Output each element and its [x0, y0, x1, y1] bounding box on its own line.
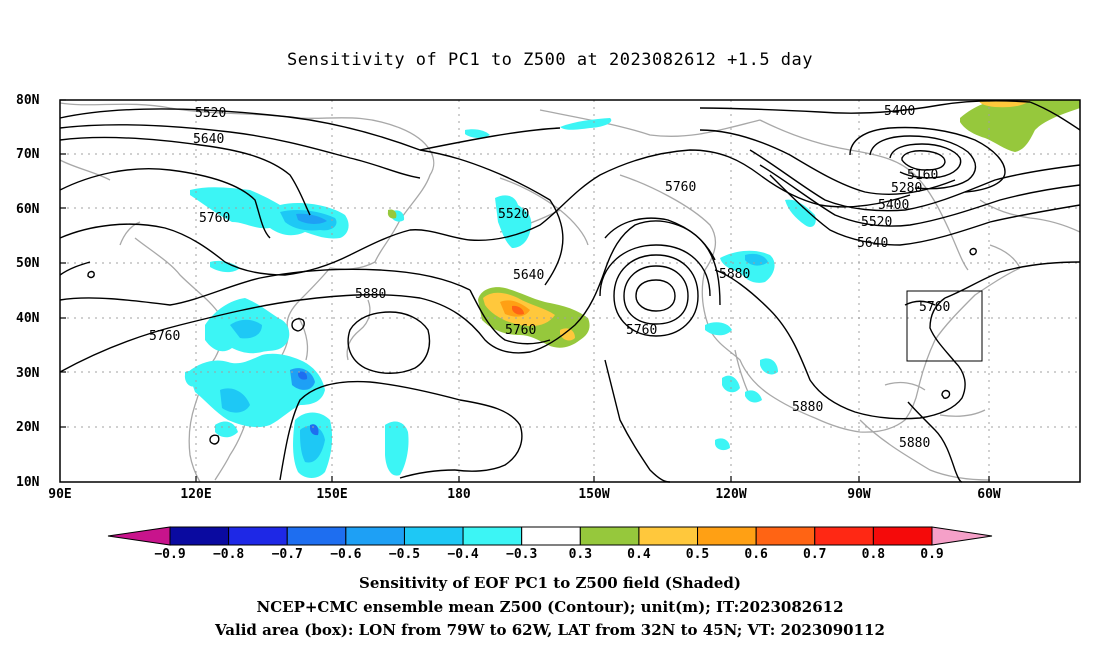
colorbar-swatch: [755, 526, 816, 546]
contour-label: 5280: [891, 181, 922, 196]
colorbar-swatch: [462, 526, 523, 546]
colorbar-label: 0.8: [862, 547, 886, 562]
lat-label: 60N: [16, 202, 40, 217]
colorbar-label: 0.7: [803, 547, 826, 562]
colorbar: [107, 526, 993, 546]
colorbar-swatch: [403, 526, 464, 546]
colorbar-swatch: [228, 526, 288, 546]
lat-label: 50N: [16, 256, 40, 271]
colorbar-swatch: [169, 526, 230, 546]
colorbar-labels: −0.9 −0.8 −0.7 −0.6 −0.5 −0.4 −0.3 0.3 0.4 0.5 0.6…: [154, 547, 943, 562]
map-frame: [59, 99, 1081, 483]
colorbar-label: 0.3: [569, 547, 592, 562]
lat-label: 10N: [16, 475, 40, 490]
colorbar-label: −0.3: [506, 547, 537, 562]
lon-label: 90E: [48, 487, 71, 502]
colorbar-label: −0.8: [213, 547, 244, 562]
colorbar-high-arrow: [931, 526, 993, 546]
graticule: [60, 100, 1080, 482]
contour-label: 5880: [792, 400, 823, 415]
contour-label: 5160: [907, 168, 938, 183]
caption-line-3: Valid area (box): LON from 79W to 62W, L…: [215, 621, 885, 639]
contour-labels: 5520 5640 5760 5880 5760 5520 5640 5760 …: [149, 104, 950, 451]
z500-contours: [59, 100, 1081, 483]
contour-label: 5880: [719, 267, 750, 282]
colorbar-swatch: [872, 526, 933, 546]
contour-label: 5880: [899, 436, 930, 451]
lon-label: 90W: [847, 487, 871, 502]
tick-marks: [60, 99, 990, 482]
colorbar-label: −0.6: [330, 547, 361, 562]
lon-label: 120W: [715, 487, 746, 502]
lon-label: 150W: [578, 487, 609, 502]
longitude-labels: 90E 120E 150E 180 150W 120W 90W 60W: [48, 487, 1001, 502]
colorbar-label: −0.4: [447, 547, 478, 562]
contour-label: 5760: [505, 323, 536, 338]
contour-label: 5520: [861, 215, 892, 230]
contour-label: 5760: [665, 180, 696, 195]
valid-area-box: [906, 290, 983, 362]
colorbar-low-arrow: [107, 526, 171, 546]
lat-label: 40N: [16, 311, 40, 326]
colorbar-label: −0.9: [154, 547, 185, 562]
map-title: Sensitivity of PC1 to Z500 at 2023082612…: [286, 50, 813, 70]
colorbar-swatch: [345, 526, 405, 546]
lat-label: 30N: [16, 366, 40, 381]
colorbar-swatch: [579, 526, 640, 546]
lat-label: 70N: [16, 147, 40, 162]
contour-label: 5640: [857, 236, 888, 251]
colorbar-swatch: [697, 526, 757, 546]
contour-label: 5760: [626, 323, 657, 338]
positive-sensitivity-shading: [387, 100, 1080, 348]
colorbar-label: 0.6: [744, 547, 768, 562]
colorbar-swatch: [521, 526, 581, 546]
colorbar-label: 0.4: [627, 547, 651, 562]
lon-label: 150E: [316, 487, 347, 502]
contour-label: 5520: [498, 207, 529, 222]
contour-label: 5400: [878, 198, 909, 213]
lat-label: 80N: [16, 93, 40, 108]
colorbar-label: 0.5: [686, 547, 709, 562]
contour-label: 5760: [199, 211, 230, 226]
contour-label: 5760: [149, 329, 180, 344]
caption-line-2: NCEP+CMC ensemble mean Z500 (Contour); u…: [256, 598, 844, 616]
contour-label: 5520: [195, 106, 226, 121]
contour-label: 5760: [919, 300, 950, 315]
colorbar-swatch: [638, 526, 699, 546]
latitude-labels: 80N 70N 60N 50N 40N 30N 20N 10N: [16, 93, 40, 490]
colorbar-label: −0.7: [272, 547, 303, 562]
lon-label: 180: [447, 487, 471, 502]
negative-sensitivity-shading: [184, 118, 816, 478]
contour-label: 5640: [513, 268, 544, 283]
contour-label: 5400: [884, 104, 915, 119]
colorbar-swatch: [286, 526, 347, 546]
colorbar-label: −0.5: [389, 547, 420, 562]
lon-label: 120E: [180, 487, 211, 502]
caption-line-1: Sensitivity of EOF PC1 to Z500 field (Sh…: [359, 574, 741, 592]
lat-label: 20N: [16, 420, 40, 435]
contour-label: 5880: [355, 287, 386, 302]
contour-label: 5640: [193, 132, 224, 147]
colorbar-swatch: [814, 526, 874, 546]
lon-label: 60W: [977, 487, 1001, 502]
colorbar-label: 0.9: [920, 547, 943, 562]
